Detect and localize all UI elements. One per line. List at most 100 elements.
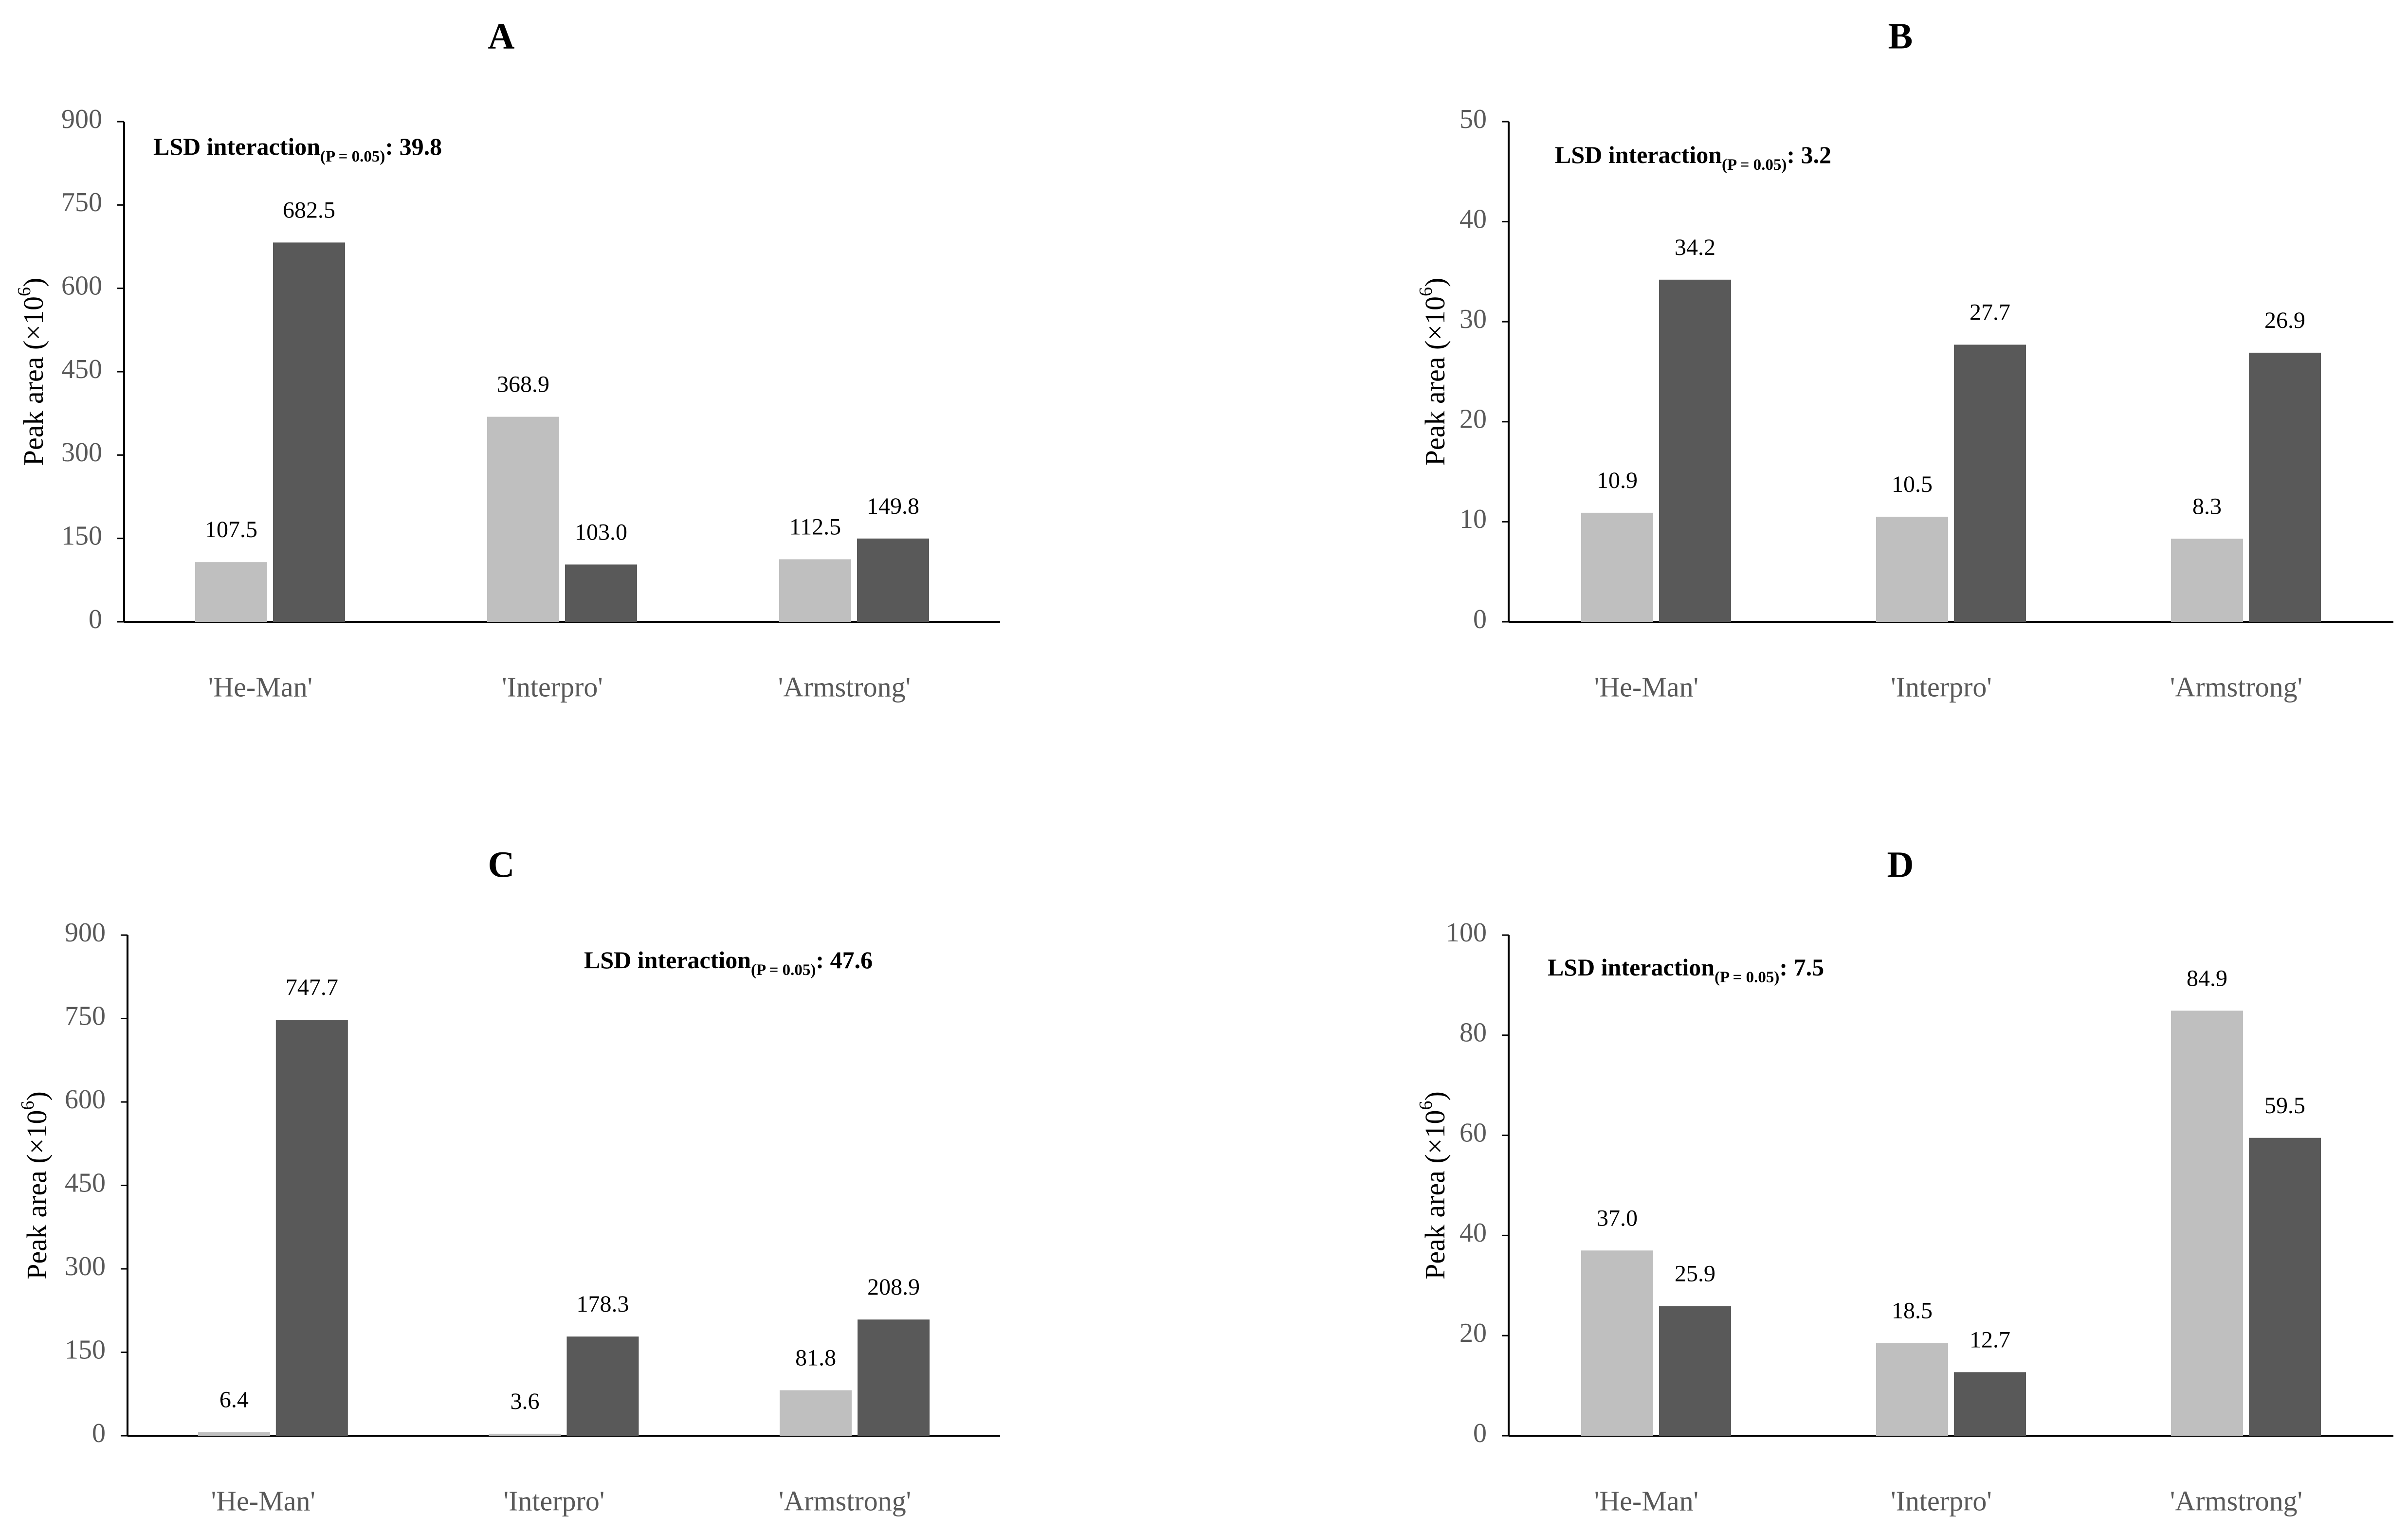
category-label: 'He-Man' [1594,671,1698,703]
data-label: 107.5 [205,517,257,542]
category-label: 'He-Man' [1594,1485,1698,1516]
data-label: 37.0 [1597,1205,1638,1231]
data-label: 3.6 [511,1389,540,1414]
data-label: 112.5 [789,514,841,540]
data-label: 84.9 [2187,965,2227,991]
y-tick-label: 80 [1459,1018,1487,1048]
data-label: 34.2 [1675,235,1715,260]
bar [857,538,929,622]
data-label: 208.9 [867,1274,920,1300]
category-label: 'Interpro' [502,671,603,703]
y-axis-title: Peak area (×106) [1416,1091,1451,1280]
bar [1954,1372,2026,1436]
bar [2249,1137,2321,1436]
y-axis-title: Peak area (×106) [14,278,50,466]
bar [195,562,267,622]
panel-letter: B [1888,16,1913,56]
category-label: 'He-Man' [208,671,312,703]
data-label: 6.4 [219,1387,249,1413]
y-tick-label: 40 [1459,1218,1487,1248]
category-label: 'Armstrong' [779,1485,911,1516]
y-tick-label: 20 [1459,404,1487,434]
bar [2171,539,2243,622]
data-label: 26.9 [2264,307,2305,333]
y-tick-label: 600 [61,271,102,301]
category-label: 'Armstrong' [2170,671,2302,703]
bar [275,1020,348,1436]
category-label: 'Armstrong' [2170,1485,2302,1516]
lsd-annotation: LSD interaction(P = 0.05): 39.8 [153,133,442,165]
data-label: 8.3 [2192,493,2222,519]
data-label: 149.8 [867,493,919,519]
y-tick-label: 750 [65,1001,106,1031]
y-tick-label: 60 [1459,1118,1487,1148]
panel-letter: A [488,16,515,56]
bar [489,1433,561,1436]
bar [198,1432,270,1436]
y-tick-label: 100 [1446,918,1487,948]
bar [1581,512,1653,622]
y-tick-label: 600 [65,1084,106,1115]
y-tick-label: 50 [1459,104,1487,134]
y-tick-label: 900 [65,918,106,948]
data-label: 10.9 [1597,468,1638,493]
y-tick-label: 20 [1459,1318,1487,1348]
bar [566,1336,639,1436]
y-tick-label: 30 [1459,304,1487,334]
bar [273,242,345,622]
data-label: 747.7 [286,975,338,1000]
panel-letter: D [1887,844,1914,885]
lsd-annotation: LSD interaction(P = 0.05): 7.5 [1548,954,1824,986]
panel-c: C 0 150 300 450 600 750 900 Peak area (×106) 6.4 7… [18,844,1000,1516]
y-axis-title: Peak area (×106) [1416,278,1451,466]
category-label: 'Interpro' [1891,1485,1992,1516]
bar [1954,344,2026,622]
data-label: 682.5 [283,197,335,223]
category-label: 'Armstrong' [778,671,911,703]
y-tick-label: 0 [1473,1418,1487,1448]
bar [857,1319,930,1436]
lsd-annotation: LSD interaction(P = 0.05): 47.6 [584,946,873,979]
panel-b: B 0 10 20 30 40 50 Peak area (×106) 10.9 34.2 'He-… [1416,16,2393,703]
y-tick-label: 300 [65,1251,106,1281]
category-label: 'Interpro' [504,1485,605,1516]
lsd-annotation: LSD interaction(P = 0.05): 3.2 [1555,141,1831,174]
data-label: 368.9 [497,372,549,397]
bar [1659,279,1731,622]
data-label: 18.5 [1892,1298,1933,1324]
data-label: 12.7 [1970,1327,2010,1353]
y-tick-label: 300 [61,437,102,468]
y-axis-title: Peak area (×106) [18,1091,53,1280]
data-label: 27.7 [1970,300,2010,325]
y-tick-label: 40 [1459,204,1487,234]
panel-a: A 0 150 300 450 600 750 900 Peak area (×106) 107.… [14,16,1000,703]
bar [2171,1011,2243,1436]
panel-d: D 0 20 40 60 80 100 Peak area (×106) 37.0 25.9 'He… [1416,844,2393,1516]
data-label: 10.5 [1892,471,1933,497]
bar [1876,1343,1948,1436]
bar [1659,1306,1731,1436]
bar [2249,352,2321,622]
category-label: 'He-Man' [211,1485,315,1516]
y-tick-label: 900 [61,104,102,134]
bar [487,416,559,622]
y-tick-label: 0 [92,1418,106,1448]
y-tick-label: 0 [1473,604,1487,634]
data-label: 59.5 [2264,1093,2305,1119]
bar [780,1390,852,1436]
category-label: 'Interpro' [1891,671,1992,703]
y-tick-label: 0 [89,604,102,634]
data-label: 178.3 [577,1291,629,1317]
y-tick-label: 450 [61,354,102,384]
bar [779,559,851,622]
bar [1581,1250,1653,1436]
y-tick-label: 150 [61,521,102,551]
bar [1876,517,1948,622]
y-tick-label: 10 [1459,504,1487,534]
bar [565,564,637,622]
panel-letter: C [488,844,515,885]
y-tick-label: 450 [65,1168,106,1198]
y-tick-label: 150 [65,1335,106,1365]
data-label: 81.8 [795,1345,836,1371]
